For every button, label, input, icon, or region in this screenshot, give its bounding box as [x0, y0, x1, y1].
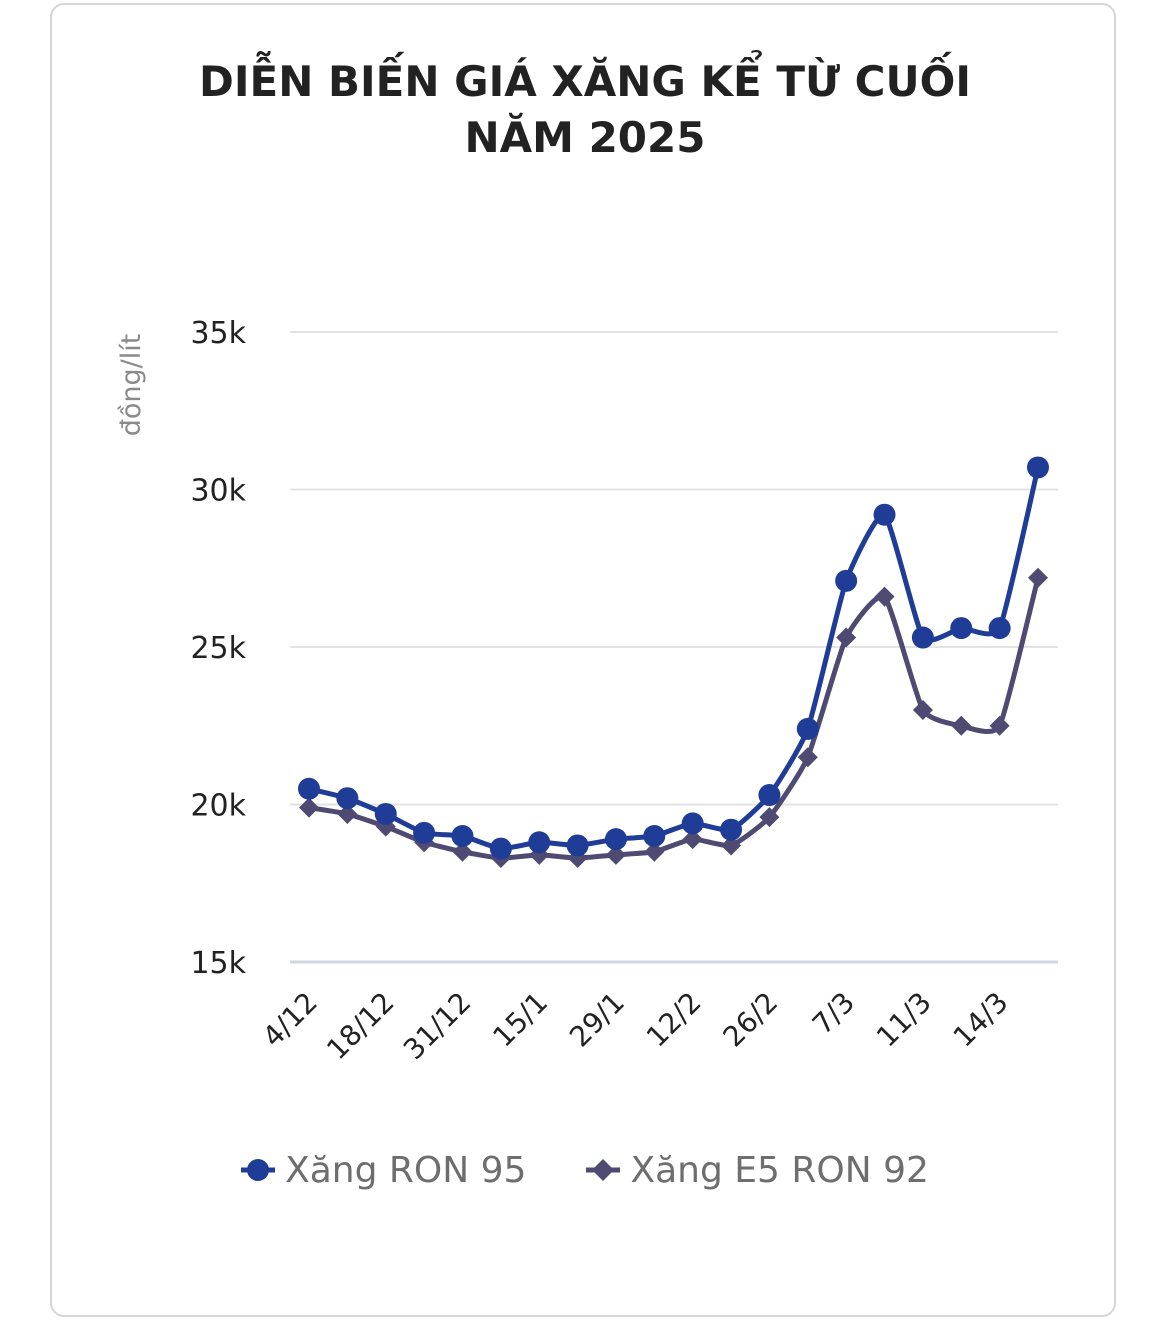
data-point-ron95: [758, 784, 781, 807]
data-point-e5-ron92: [836, 627, 857, 648]
data-point-ron95: [566, 834, 589, 857]
x-tick-label: 12/2: [640, 986, 708, 1054]
data-point-e5-ron92: [299, 797, 319, 818]
chart-title: DIỄN BIẾN GIÁ XĂNG KỂ TỪ CUỐI NĂM 2025: [0, 54, 1170, 166]
y-tick-label: 15k: [190, 946, 246, 981]
data-point-ron95: [796, 717, 819, 740]
data-point-e5-ron92: [721, 835, 742, 856]
data-point-ron95: [950, 617, 973, 640]
data-point-ron95: [988, 617, 1011, 640]
y-tick-label: 20k: [190, 789, 246, 824]
x-tick-label: 31/12: [397, 986, 477, 1066]
data-point-e5-ron92: [605, 844, 626, 865]
legend-label-e5-ron92: Xăng E5 RON 92: [630, 1149, 929, 1191]
data-point-ron95: [643, 825, 666, 847]
legend-item-e5-ron92: Xăng E5 RON 92: [586, 1149, 929, 1191]
data-point-ron95: [413, 821, 436, 844]
data-point-ron95: [720, 818, 743, 841]
y-tick-label: 35k: [190, 316, 246, 351]
series-layer: [298, 456, 1049, 869]
data-point-e5-ron92: [989, 715, 1010, 736]
data-point-e5-ron92: [759, 807, 780, 828]
circle-marker-icon: [241, 1159, 276, 1181]
data-point-ron95: [604, 828, 627, 851]
x-tick-label: 29/1: [563, 986, 631, 1054]
chart-title-line-2: NĂM 2025: [464, 113, 706, 162]
legend-label-ron95: Xăng RON 95: [285, 1149, 527, 1191]
x-tick-label: 11/3: [870, 986, 938, 1054]
data-point-ron95: [528, 831, 551, 854]
chart-title-line-1: DIỄN BIẾN GIÁ XĂNG KỂ TỪ CUỐI: [199, 57, 971, 106]
y-axis-label: đồng/lít: [116, 334, 147, 437]
data-point-ron95: [336, 787, 359, 810]
data-point-e5-ron92: [912, 700, 933, 720]
data-point-e5-ron92: [452, 841, 473, 862]
legend-item-ron95: Xăng RON 95: [241, 1150, 526, 1191]
y-axis-ticks: 15k 20k 25k 30k 35k: [190, 316, 246, 981]
diamond-marker-icon: [586, 1159, 621, 1181]
data-point-ron95: [873, 503, 896, 526]
data-point-ron95: [835, 569, 858, 592]
data-point-e5-ron92: [874, 586, 895, 607]
x-tick-label: 14/3: [947, 986, 1015, 1054]
data-point-e5-ron92: [337, 803, 358, 824]
data-point-ron95: [681, 812, 704, 835]
data-point-ron95: [489, 837, 512, 860]
data-point-e5-ron92: [797, 747, 818, 768]
data-point-ron95: [911, 626, 934, 649]
series-line-e5-ron92: [306, 575, 1041, 861]
data-point-e5-ron92: [951, 715, 972, 736]
data-point-ron95: [451, 825, 474, 847]
x-tick-label: 26/2: [717, 986, 785, 1054]
grid-layer: [290, 331, 1058, 964]
x-tick-label: 7/3: [806, 986, 861, 1041]
legend: Xăng RON 95 Xăng E5 RON 92: [0, 1140, 1170, 1200]
y-tick-label: 30k: [190, 474, 246, 509]
series-line-ron95: [306, 464, 1041, 852]
data-point-e5-ron92: [682, 829, 703, 850]
x-tick-label: 15/1: [486, 986, 554, 1054]
data-point-e5-ron92: [1028, 567, 1048, 588]
data-point-ron95: [374, 802, 397, 825]
y-tick-label: 25k: [190, 631, 246, 666]
data-point-e5-ron92: [644, 841, 665, 862]
x-tick-label: 4/12: [256, 986, 324, 1054]
chart-card: [50, 3, 1116, 1317]
data-point-ron95: [298, 777, 320, 800]
x-tick-label: 18/12: [320, 986, 400, 1066]
data-point-ron95: [1027, 456, 1049, 479]
